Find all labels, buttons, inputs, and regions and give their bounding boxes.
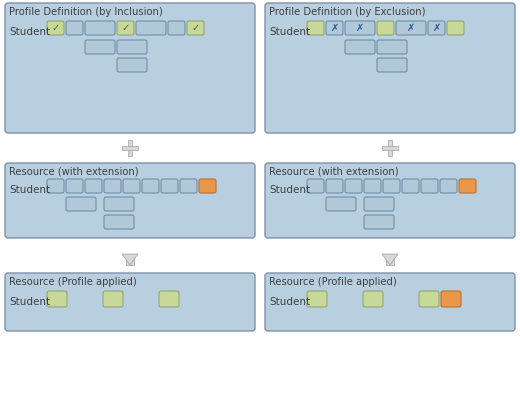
- Bar: [122, 146, 138, 150]
- Text: Student: Student: [269, 185, 310, 195]
- Text: ✗: ✗: [356, 23, 364, 33]
- FancyBboxPatch shape: [117, 21, 134, 35]
- FancyBboxPatch shape: [326, 21, 343, 35]
- FancyBboxPatch shape: [364, 215, 394, 229]
- FancyBboxPatch shape: [85, 179, 102, 193]
- Text: ✗: ✗: [407, 23, 415, 33]
- Text: ✗: ✗: [433, 23, 440, 33]
- Text: Resource (with extension): Resource (with extension): [269, 167, 399, 177]
- FancyBboxPatch shape: [441, 291, 461, 307]
- Text: ✓: ✓: [122, 23, 129, 33]
- Bar: [128, 140, 132, 156]
- FancyBboxPatch shape: [123, 179, 140, 193]
- Bar: [126, 254, 134, 265]
- Text: Resource (with extension): Resource (with extension): [9, 167, 139, 177]
- Text: Resource (Profile applied): Resource (Profile applied): [9, 277, 137, 287]
- FancyBboxPatch shape: [440, 179, 457, 193]
- FancyBboxPatch shape: [307, 291, 327, 307]
- FancyBboxPatch shape: [307, 21, 324, 35]
- Text: ✗: ✗: [330, 23, 339, 33]
- Bar: [388, 140, 392, 156]
- FancyBboxPatch shape: [66, 21, 83, 35]
- FancyBboxPatch shape: [104, 179, 121, 193]
- FancyBboxPatch shape: [377, 21, 394, 35]
- FancyBboxPatch shape: [161, 179, 178, 193]
- FancyBboxPatch shape: [364, 179, 381, 193]
- FancyBboxPatch shape: [377, 40, 407, 54]
- Polygon shape: [382, 254, 398, 265]
- FancyBboxPatch shape: [396, 21, 426, 35]
- Text: Profile Definition (by Exclusion): Profile Definition (by Exclusion): [269, 7, 425, 17]
- Text: Student: Student: [269, 297, 310, 307]
- Text: ✓: ✓: [191, 23, 200, 33]
- FancyBboxPatch shape: [142, 179, 159, 193]
- Text: Student: Student: [9, 185, 50, 195]
- FancyBboxPatch shape: [187, 21, 204, 35]
- FancyBboxPatch shape: [419, 291, 439, 307]
- FancyBboxPatch shape: [104, 197, 134, 211]
- FancyBboxPatch shape: [326, 197, 356, 211]
- FancyBboxPatch shape: [66, 179, 83, 193]
- FancyBboxPatch shape: [104, 215, 134, 229]
- FancyBboxPatch shape: [402, 179, 419, 193]
- FancyBboxPatch shape: [428, 21, 445, 35]
- FancyBboxPatch shape: [168, 21, 185, 35]
- FancyBboxPatch shape: [136, 21, 166, 35]
- Text: Profile Definition (by Inclusion): Profile Definition (by Inclusion): [9, 7, 163, 17]
- Text: ✓: ✓: [51, 23, 60, 33]
- FancyBboxPatch shape: [159, 291, 179, 307]
- FancyBboxPatch shape: [345, 21, 375, 35]
- FancyBboxPatch shape: [459, 179, 476, 193]
- FancyBboxPatch shape: [47, 21, 64, 35]
- FancyBboxPatch shape: [383, 179, 400, 193]
- FancyBboxPatch shape: [5, 273, 255, 331]
- FancyBboxPatch shape: [345, 179, 362, 193]
- Text: Student: Student: [9, 27, 50, 37]
- FancyBboxPatch shape: [421, 179, 438, 193]
- FancyBboxPatch shape: [85, 40, 115, 54]
- FancyBboxPatch shape: [326, 179, 343, 193]
- Polygon shape: [122, 254, 138, 265]
- FancyBboxPatch shape: [117, 58, 147, 72]
- FancyBboxPatch shape: [363, 291, 383, 307]
- FancyBboxPatch shape: [180, 179, 197, 193]
- Text: Student: Student: [269, 27, 310, 37]
- FancyBboxPatch shape: [85, 21, 115, 35]
- Bar: [386, 254, 394, 265]
- Text: Student: Student: [9, 297, 50, 307]
- FancyBboxPatch shape: [47, 291, 67, 307]
- FancyBboxPatch shape: [103, 291, 123, 307]
- FancyBboxPatch shape: [117, 40, 147, 54]
- FancyBboxPatch shape: [345, 40, 375, 54]
- FancyBboxPatch shape: [199, 179, 216, 193]
- Text: Resource (Profile applied): Resource (Profile applied): [269, 277, 397, 287]
- FancyBboxPatch shape: [377, 58, 407, 72]
- Bar: [382, 146, 398, 150]
- FancyBboxPatch shape: [5, 3, 255, 133]
- FancyBboxPatch shape: [447, 21, 464, 35]
- FancyBboxPatch shape: [265, 3, 515, 133]
- FancyBboxPatch shape: [47, 179, 64, 193]
- FancyBboxPatch shape: [5, 163, 255, 238]
- FancyBboxPatch shape: [265, 163, 515, 238]
- FancyBboxPatch shape: [307, 179, 324, 193]
- FancyBboxPatch shape: [265, 273, 515, 331]
- FancyBboxPatch shape: [364, 197, 394, 211]
- FancyBboxPatch shape: [66, 197, 96, 211]
